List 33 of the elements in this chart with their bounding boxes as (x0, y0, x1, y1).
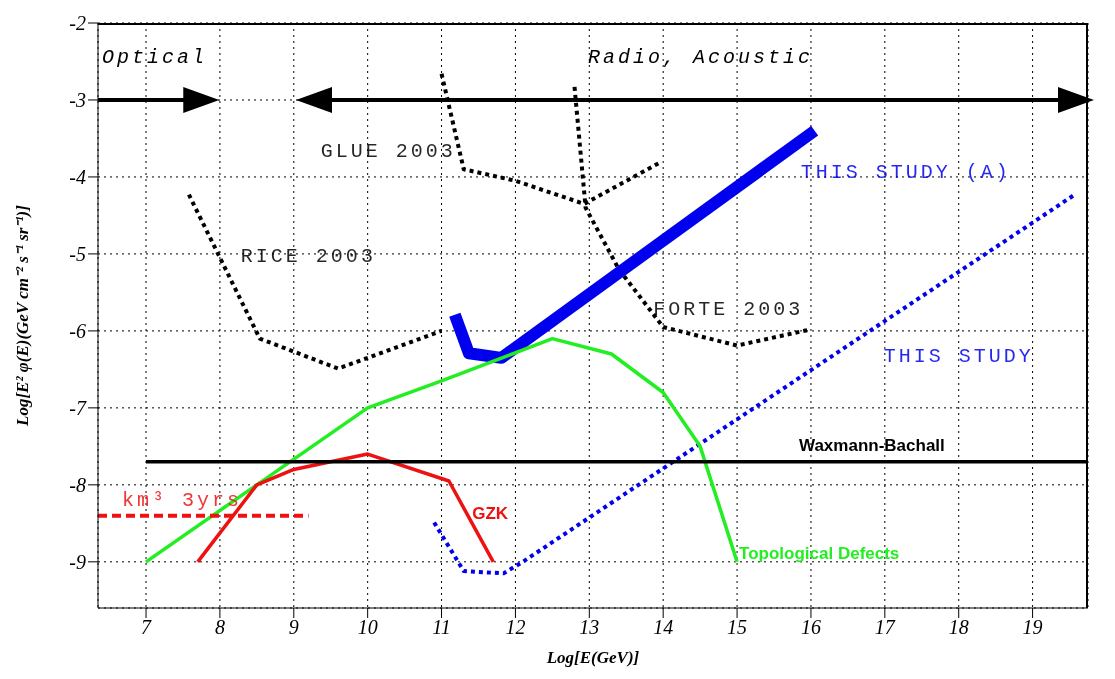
series-label: FORTE 2003 (653, 298, 804, 322)
x-tick-label: 8 (214, 616, 225, 639)
x-tick-label: 12 (505, 616, 526, 639)
series-label: Topological Defects (739, 544, 900, 564)
x-tick-label: 17 (874, 616, 896, 639)
series-label: RICE 2003 (240, 244, 376, 268)
y-tick-label: -4 (69, 166, 86, 189)
series-label: Waxmann-Bachall (799, 436, 945, 456)
y-tick-label: -7 (69, 396, 87, 419)
series-label: GLUE 2003 (320, 139, 456, 163)
x-tick-label: 18 (948, 616, 969, 639)
y-tick-label: -6 (69, 319, 86, 342)
x-tick-label: 19 (1022, 616, 1043, 639)
x-tick-label: 7 (141, 616, 153, 639)
y-tick-label: -9 (69, 550, 86, 573)
x-tick-label: 9 (288, 616, 299, 639)
y-tick-label: -5 (69, 243, 86, 266)
x-tick-label: 14 (653, 616, 674, 639)
y-tick-label: -3 (69, 89, 86, 112)
x-tick-label: 10 (357, 616, 378, 639)
y-tick-label: -2 (69, 12, 86, 35)
y-tick-label: -8 (69, 473, 86, 496)
series-label: THIS STUDY (A) (800, 161, 1011, 185)
y-axis-title: Log[E² φ(E)(GeV cm⁻² s⁻¹ sr⁻¹)] (12, 204, 32, 427)
x-tick-label: 16 (800, 616, 821, 639)
x-tick-label: 15 (727, 616, 748, 639)
x-axis-title: Log[E(GeV)] (545, 648, 640, 667)
x-tick-label: 13 (579, 616, 600, 639)
annotation: Optical (101, 46, 207, 70)
series-label: GZK (472, 504, 509, 524)
series-label: THIS STUDY (883, 344, 1034, 368)
x-tick-label: 11 (432, 616, 451, 639)
annotation: Radio, Acoustic (588, 46, 814, 70)
